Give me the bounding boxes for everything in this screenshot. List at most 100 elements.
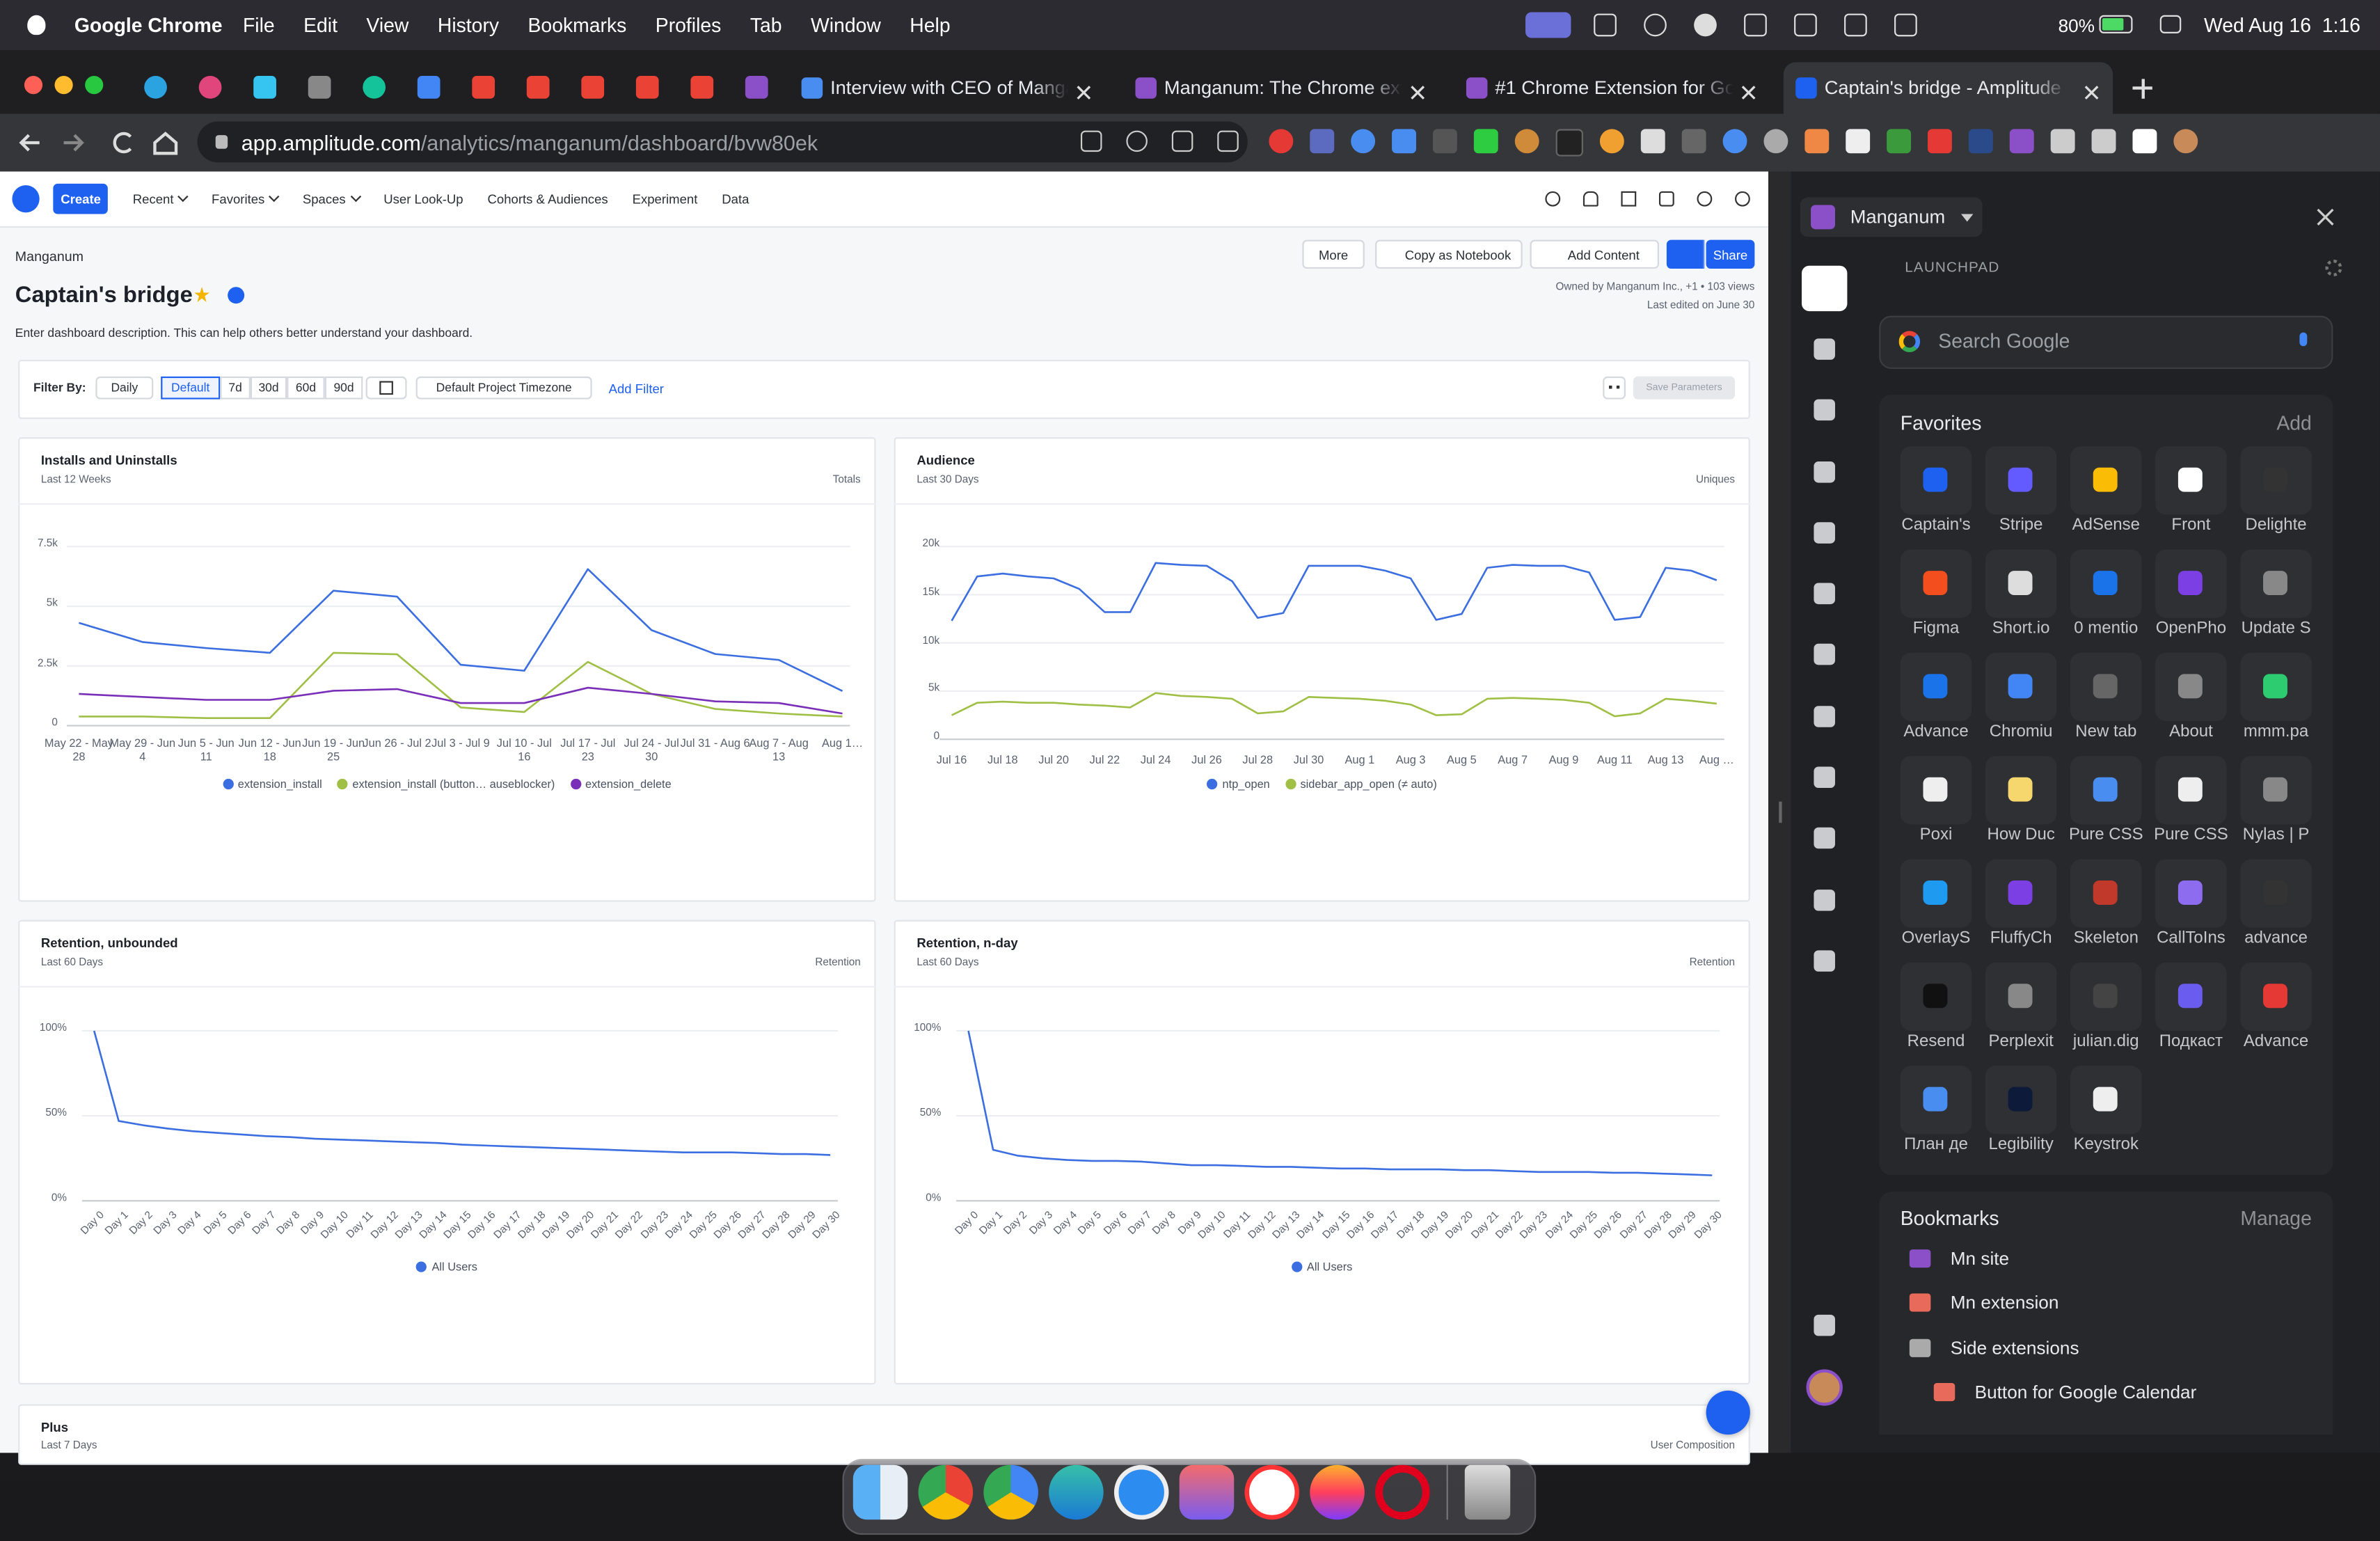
close-sidebar[interactable] xyxy=(2316,208,2334,226)
favorite[interactable] xyxy=(2070,549,2142,618)
favorite[interactable] xyxy=(2155,962,2227,1031)
header-button[interactable]: Copy as Notebook xyxy=(1375,239,1523,269)
menu-item[interactable]: Edit xyxy=(303,13,338,37)
favorites-add[interactable]: Add xyxy=(2276,411,2312,434)
nav-item[interactable]: User Look-Up xyxy=(383,191,463,207)
favorite[interactable] xyxy=(2240,549,2312,618)
favorite[interactable] xyxy=(2070,859,2142,928)
menu-item[interactable]: Tab xyxy=(749,13,782,37)
favorite[interactable] xyxy=(1900,962,1972,1031)
legend-item[interactable]: All Users xyxy=(1292,1260,1352,1274)
tab[interactable]: Manganum: The Chrome extension xyxy=(1123,62,1439,113)
menu-item[interactable]: Window xyxy=(810,13,881,37)
tab-close[interactable] xyxy=(1741,81,1756,100)
calendar-button[interactable] xyxy=(365,376,407,400)
chart-mode[interactable]: Retention xyxy=(1689,958,1736,969)
rail-icon[interactable] xyxy=(1814,706,1835,727)
nav-buttons[interactable] xyxy=(15,127,182,158)
favorite[interactable] xyxy=(1985,756,2057,825)
legend-item[interactable]: All Users xyxy=(416,1260,477,1274)
rail-active[interactable] xyxy=(1801,265,1848,312)
legend-item[interactable]: extension_install xyxy=(222,777,322,791)
dock-icons[interactable] xyxy=(852,1464,1511,1520)
favorite[interactable] xyxy=(2240,859,2312,928)
tab[interactable]: #1 Chrome Extension for Google xyxy=(1454,62,1770,113)
rail-avatar[interactable] xyxy=(1806,1369,1843,1406)
tab-close[interactable] xyxy=(1410,81,1425,100)
favorite[interactable] xyxy=(1900,1066,1972,1135)
timezone-select[interactable]: Default Project Timezone xyxy=(415,376,592,400)
save-parameters[interactable]: Save Parameters xyxy=(1633,376,1736,400)
menu-item[interactable]: File xyxy=(242,13,275,37)
favorite[interactable] xyxy=(2155,859,2227,928)
range-button[interactable]: 60d xyxy=(287,376,325,400)
menu-item[interactable]: View xyxy=(366,13,409,37)
rail-icon[interactable] xyxy=(1814,1314,1835,1336)
menu-item[interactable]: History xyxy=(437,13,500,37)
favorite[interactable] xyxy=(1900,756,1972,825)
menu-item[interactable]: Help xyxy=(910,13,951,37)
favorite[interactable] xyxy=(2155,446,2227,515)
legend-item[interactable]: extension_delete xyxy=(570,777,672,791)
tab-close[interactable] xyxy=(1076,81,1091,100)
nav-item[interactable]: Cohorts & Audiences xyxy=(487,191,608,207)
more-options[interactable] xyxy=(1603,376,1626,400)
favorite[interactable] xyxy=(1985,859,2057,928)
link-button[interactable] xyxy=(1666,239,1705,269)
legend-item[interactable]: extension_install (button… auseblocker) xyxy=(337,777,555,791)
project-name[interactable]: Manganum xyxy=(15,248,84,264)
favorite[interactable] xyxy=(2070,446,2142,515)
favorite[interactable] xyxy=(1985,549,2057,618)
favorite[interactable] xyxy=(1900,549,1972,618)
range-button[interactable]: 30d xyxy=(250,376,287,400)
favorite[interactable] xyxy=(2070,1066,2142,1135)
rail-icon[interactable] xyxy=(1814,890,1835,911)
rail-icon[interactable] xyxy=(1814,583,1835,605)
range-button[interactable]: 7d xyxy=(220,376,251,400)
nav-item[interactable]: Experiment xyxy=(632,191,698,207)
favorite[interactable] xyxy=(1900,446,1972,515)
nav-item[interactable]: Recent xyxy=(133,191,189,207)
header-button[interactable]: Share xyxy=(1706,239,1755,269)
favorite[interactable] xyxy=(2240,446,2312,515)
legend-item[interactable]: sidebar_app_open (≠ auto) xyxy=(1285,777,1437,791)
launchpad-settings[interactable] xyxy=(2325,259,2342,276)
new-tab[interactable] xyxy=(2141,78,2144,98)
menu-item[interactable]: Profiles xyxy=(655,13,722,37)
tab[interactable]: Interview with CEO of Manganum xyxy=(789,62,1105,113)
menu-item[interactable]: Bookmarks xyxy=(527,13,627,37)
tab[interactable]: Captain's bridge - Amplitude xyxy=(1783,62,2113,114)
rail-icon[interactable] xyxy=(1814,766,1835,789)
favorite[interactable] xyxy=(2155,549,2227,618)
favorite[interactable] xyxy=(2070,962,2142,1031)
favorite[interactable] xyxy=(1985,962,2057,1031)
rail-icon[interactable] xyxy=(1814,827,1835,849)
search-box[interactable] xyxy=(1879,315,2333,370)
favorite[interactable] xyxy=(2240,652,2312,722)
rail-icon[interactable] xyxy=(1814,522,1835,544)
header-button[interactable]: More xyxy=(1302,239,1365,269)
chart-mode[interactable]: Totals xyxy=(832,475,861,486)
favorite[interactable] xyxy=(1900,859,1972,928)
rail-icon[interactable] xyxy=(1814,338,1835,360)
mic[interactable] xyxy=(2299,332,2308,347)
interval-select[interactable]: Daily xyxy=(95,376,154,400)
tab-close[interactable] xyxy=(2084,81,2100,100)
favorite[interactable] xyxy=(2155,756,2227,825)
omnibox[interactable] xyxy=(197,121,1248,163)
favorite[interactable] xyxy=(1900,652,1972,722)
nav-item[interactable]: Data xyxy=(722,191,749,207)
nav-item[interactable]: Create xyxy=(53,183,109,214)
bookmark[interactable]: Mn site xyxy=(1950,1247,2010,1270)
nav-item[interactable]: Favorites xyxy=(212,191,280,207)
divider-handle[interactable] xyxy=(1779,801,1782,823)
description[interactable]: Enter dashboard description. This can he… xyxy=(15,326,473,340)
bookmarks-manage[interactable]: Manage xyxy=(2240,1206,2312,1230)
favorite[interactable] xyxy=(2240,756,2312,825)
rail-icon[interactable] xyxy=(1814,461,1835,483)
rail-icon[interactable] xyxy=(1814,399,1835,421)
favorite[interactable] xyxy=(1985,652,2057,722)
extension-icons[interactable] xyxy=(1269,129,2198,157)
favorite[interactable] xyxy=(2070,652,2142,722)
favorite[interactable] xyxy=(2070,756,2142,825)
